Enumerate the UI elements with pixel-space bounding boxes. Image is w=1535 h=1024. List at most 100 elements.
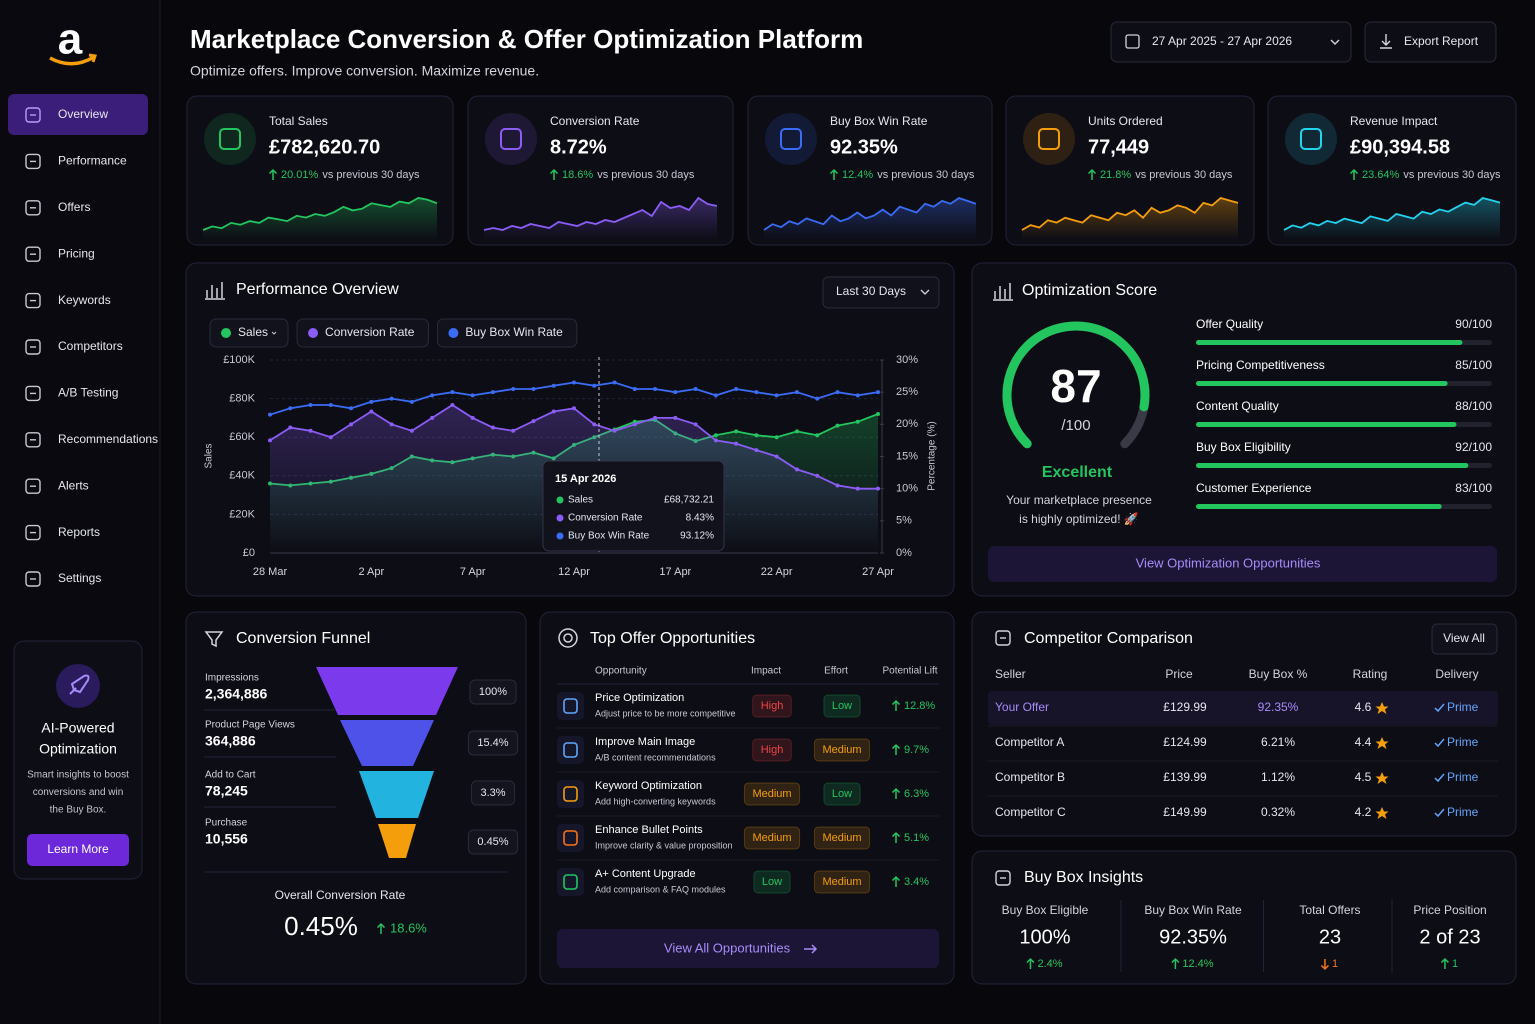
- offer-lift: 9.7%: [904, 744, 929, 756]
- sparkline: [483, 196, 718, 231]
- nav-item[interactable]: Alerts: [58, 478, 89, 492]
- arrow-up: [891, 787, 901, 799]
- view-all-button[interactable]: [1431, 623, 1498, 655]
- series-point: [754, 433, 759, 438]
- tooltip-dot: [556, 496, 564, 504]
- series-point: [774, 393, 779, 398]
- rating: 4.4: [1355, 735, 1372, 749]
- delivery: Prime: [1447, 805, 1479, 819]
- nav-item[interactable]: Competitors: [58, 339, 123, 353]
- view-all-label[interactable]: View All: [1443, 631, 1485, 645]
- chevron: [920, 289, 930, 295]
- series-point: [794, 390, 799, 395]
- funnel-share: 0.45%: [477, 836, 508, 848]
- level-pill: [743, 782, 801, 806]
- nav-icon: [25, 292, 41, 309]
- level-label: Medium: [822, 876, 861, 888]
- seller: Competitor C: [995, 805, 1066, 819]
- row-highlight: [988, 691, 1498, 725]
- nav-item[interactable]: Reports: [58, 525, 100, 539]
- arrow-up: [376, 922, 386, 934]
- price: £139.99: [1163, 770, 1207, 784]
- series-point: [369, 409, 374, 414]
- nav-item[interactable]: Overview: [58, 107, 108, 121]
- nav-item[interactable]: Performance: [58, 154, 127, 168]
- period-select[interactable]: [822, 276, 940, 309]
- promo-button[interactable]: [27, 834, 129, 866]
- series-point: [734, 441, 739, 446]
- series-point: [713, 433, 718, 438]
- score-bar: [1196, 422, 1457, 427]
- price: £149.99: [1163, 805, 1207, 819]
- offer-icon: [557, 868, 584, 896]
- nav-item[interactable]: Offers: [58, 200, 90, 214]
- series-point: [612, 428, 617, 433]
- date-range[interactable]: 27 Apr 2025 - 27 Apr 2026: [1152, 34, 1292, 48]
- sparkline: [763, 197, 977, 231]
- kpi-icon-bg: [1023, 113, 1075, 165]
- tooltip-value: £68,732.21: [664, 495, 714, 506]
- funnel-stage-value: 10,556: [205, 831, 248, 847]
- series-point: [815, 433, 820, 438]
- level-pill: [823, 782, 861, 806]
- score-bar: [1196, 463, 1469, 468]
- legend-label[interactable]: Sales: [238, 325, 268, 339]
- nav-item[interactable]: Settings: [58, 571, 101, 585]
- legend-label[interactable]: Buy Box Win Rate: [465, 325, 563, 339]
- series-point: [794, 429, 799, 434]
- series-point: [328, 403, 333, 408]
- delivery: Prime: [1447, 700, 1479, 714]
- period-label[interactable]: Last 30 Days: [836, 284, 906, 298]
- y2-tick-label: 15%: [896, 450, 918, 462]
- seller: Competitor A: [995, 735, 1064, 749]
- sparkline: [1283, 197, 1501, 231]
- page-title: Marketplace Conversion & Offer Optimizat…: [190, 24, 863, 54]
- export-label[interactable]: Export Report: [1404, 34, 1479, 48]
- sparkline: [202, 197, 438, 231]
- series-point: [673, 390, 678, 395]
- stat-change: 12.4%: [1182, 958, 1213, 970]
- nav-item[interactable]: A/B Testing: [58, 386, 118, 400]
- y-axis-title: Sales: [204, 443, 215, 468]
- offers-button-label[interactable]: View All Opportunities: [664, 940, 791, 955]
- series-point: [835, 483, 840, 488]
- nav-item[interactable]: Keywords: [58, 293, 111, 307]
- buy-box-share: 0.32%: [1261, 805, 1295, 819]
- legend-pill[interactable]: [296, 318, 429, 348]
- legend-pill[interactable]: [209, 318, 289, 348]
- kpi-compare: vs previous 30 days: [1135, 169, 1233, 181]
- offers-button[interactable]: [557, 929, 939, 968]
- kpi-value: £90,394.58: [1350, 136, 1450, 158]
- series-point: [754, 448, 759, 453]
- optimization-button-label[interactable]: View Optimization Opportunities: [1136, 555, 1321, 570]
- delivery: Prime: [1447, 735, 1479, 749]
- offer-desc: Add comparison & FAQ modules: [595, 884, 726, 894]
- target-icon-inner: [563, 633, 573, 643]
- tooltip-date: 15 Apr 2026: [555, 473, 616, 485]
- download-icon: [1380, 34, 1392, 49]
- y2-tick-label: 0%: [896, 547, 912, 559]
- sparkline-area: [1022, 198, 1238, 240]
- star: [1375, 807, 1389, 819]
- legend-label[interactable]: Conversion Rate: [325, 325, 415, 339]
- nav-active: [8, 94, 148, 135]
- export-button[interactable]: [1364, 21, 1497, 63]
- y-tick-label: £0: [243, 547, 255, 559]
- series-point: [815, 473, 820, 478]
- optimization-button[interactable]: [988, 546, 1497, 582]
- card-title: Top Offer Opportunities: [590, 630, 755, 647]
- series-point: [470, 393, 475, 398]
- kpi-icon-bg: [1285, 113, 1337, 165]
- nav-item[interactable]: Pricing: [58, 246, 95, 260]
- buy-box-share: 92.35%: [1258, 700, 1299, 714]
- x-tick-label: 27 Apr: [862, 566, 894, 578]
- kpi-card: [1005, 95, 1255, 246]
- series-point: [268, 412, 272, 417]
- price: £124.99: [1163, 735, 1207, 749]
- nav-item[interactable]: Recommendations: [58, 432, 158, 446]
- promo-button-label[interactable]: Learn More: [47, 842, 109, 856]
- date-button[interactable]: [1110, 21, 1352, 63]
- legend-pill[interactable]: [436, 318, 578, 348]
- series-point: [531, 419, 536, 424]
- kpi-icon: [1300, 128, 1322, 150]
